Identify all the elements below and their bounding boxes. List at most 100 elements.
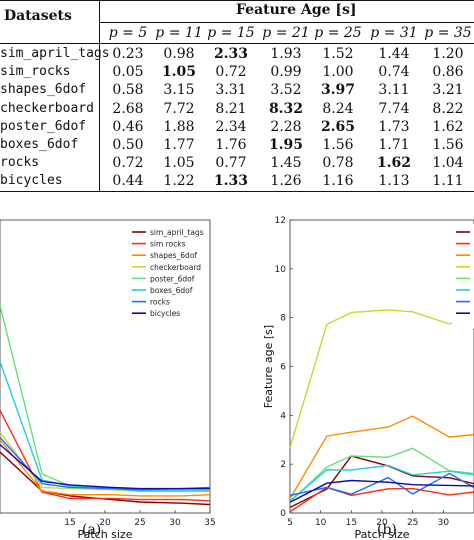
dataset-name: poster_6dof bbox=[0, 118, 87, 134]
y-tick-label: 4 bbox=[280, 411, 286, 421]
table-cell: 1.62 bbox=[432, 118, 464, 135]
table-cell: 0.72 bbox=[215, 64, 247, 81]
dataset-name: checkerboard bbox=[0, 100, 94, 116]
table-cell: 1.05 bbox=[161, 64, 197, 81]
table-cell: 8.21 bbox=[215, 100, 247, 117]
table-cell: 0.23 bbox=[112, 46, 144, 62]
dataset-name: boxes_6dof bbox=[0, 137, 79, 152]
series-line bbox=[290, 464, 474, 502]
legend-label: sim_april_tags bbox=[150, 228, 204, 237]
table-cell: 3.21 bbox=[432, 82, 464, 99]
series-line bbox=[290, 486, 474, 513]
table-cell: 2.33 bbox=[213, 46, 249, 62]
p-header: p = 25 bbox=[314, 25, 362, 41]
legend-box bbox=[452, 224, 474, 329]
dataset-name: sim_april_tags bbox=[0, 46, 110, 61]
legend-label: bicycles bbox=[150, 309, 180, 318]
x-tick-label: 20 bbox=[376, 518, 388, 528]
table-top-rule bbox=[0, 0, 474, 1]
x-tick-label: 25 bbox=[407, 518, 418, 528]
legend-box bbox=[128, 224, 206, 329]
legend-label: shapes_6dof bbox=[150, 251, 197, 260]
table-cell: 0.58 bbox=[112, 82, 144, 99]
table-cell: 1.20 bbox=[432, 46, 464, 62]
x-axis-label: Patch size bbox=[354, 528, 409, 540]
y-tick-label: 2 bbox=[280, 460, 286, 470]
table-cell: 1.62 bbox=[376, 155, 412, 172]
dataset-name: bicycles bbox=[0, 173, 63, 189]
table-cell: 3.15 bbox=[163, 82, 195, 99]
x-tick-label: 5 bbox=[287, 518, 293, 528]
legend-label: boxes_6dof bbox=[150, 286, 193, 295]
table-cell: 0.98 bbox=[163, 46, 195, 62]
series-line bbox=[290, 479, 474, 503]
y-tick-label: 8 bbox=[280, 314, 286, 324]
table-cell: 1.13 bbox=[378, 173, 410, 190]
x-tick-label: 10 bbox=[315, 518, 327, 528]
table-cell: 3.97 bbox=[320, 82, 356, 99]
table-cell: 0.72 bbox=[112, 155, 144, 172]
header-datasets: Datasets bbox=[4, 8, 72, 24]
series-line bbox=[0, 410, 210, 502]
series-line bbox=[0, 444, 210, 490]
table-cell: 2.28 bbox=[270, 118, 302, 135]
table-cell: 1.56 bbox=[322, 137, 354, 153]
table-cell: 8.24 bbox=[322, 100, 354, 117]
table-cell: 2.65 bbox=[320, 118, 356, 135]
table-cell: 1.04 bbox=[432, 155, 464, 172]
header-feature-age: Feature Age [s] bbox=[236, 2, 357, 18]
p-header: p = 11 bbox=[155, 25, 203, 41]
table-cell: 0.44 bbox=[112, 173, 144, 190]
legend-label: poster_6dof bbox=[150, 274, 195, 283]
series-line bbox=[290, 472, 474, 497]
table-cell: 7.72 bbox=[163, 100, 195, 117]
p-header: p = 15 bbox=[207, 25, 255, 41]
y-tick-label: 10 bbox=[275, 265, 287, 275]
series-line bbox=[290, 309, 474, 448]
table-cell: 1.44 bbox=[378, 46, 410, 62]
table-cell: 8.22 bbox=[432, 100, 464, 117]
table-cell: 7.74 bbox=[378, 100, 410, 117]
table-cell: 3.52 bbox=[270, 82, 302, 99]
table-cell: 1.95 bbox=[268, 137, 304, 153]
x-tick-label: 15 bbox=[64, 518, 75, 528]
p-header: p = 21 bbox=[262, 25, 310, 41]
header-mid-rule bbox=[99, 22, 474, 23]
table-vertical-rule bbox=[99, 0, 100, 192]
legend-label: checkerboard bbox=[150, 263, 201, 272]
table-cell: 1.05 bbox=[163, 155, 195, 172]
table-cell: 1.56 bbox=[432, 137, 464, 153]
series-line bbox=[0, 431, 210, 492]
y-tick-label: 12 bbox=[275, 216, 286, 226]
x-tick-label: 25 bbox=[134, 518, 145, 528]
x-tick-label: 30 bbox=[438, 518, 450, 528]
table-cell: 1.22 bbox=[163, 173, 195, 190]
chart-b: 5 10 15 20 25 30 0 2 4 6 8 10 12 Patch size Feature ag… bbox=[262, 216, 474, 540]
x-tick-label: 30 bbox=[169, 518, 181, 528]
table-cell: 0.86 bbox=[432, 64, 464, 81]
table-cell: 0.78 bbox=[322, 155, 354, 172]
table-cell: 1.52 bbox=[322, 46, 354, 62]
series-line bbox=[290, 415, 474, 500]
y-tick-label: 0 bbox=[280, 509, 286, 519]
p-header: p = 35 bbox=[424, 25, 472, 41]
table-cell: 0.50 bbox=[112, 137, 144, 153]
table-cell: 0.74 bbox=[378, 64, 410, 81]
header-bottom-rule bbox=[0, 43, 474, 44]
table-bottom-rule bbox=[0, 191, 474, 192]
x-tick-label: 20 bbox=[99, 518, 111, 528]
legend-label: sim rocks bbox=[150, 240, 186, 249]
table-cell: 1.73 bbox=[378, 118, 410, 135]
table-cell: 2.68 bbox=[112, 100, 144, 117]
table-cell: 1.88 bbox=[163, 118, 195, 135]
x-axis-label: Patch size bbox=[77, 528, 132, 540]
x-tick-label: 15 bbox=[346, 518, 357, 528]
table-cell: 0.99 bbox=[270, 64, 302, 81]
table-cell: 1.00 bbox=[322, 64, 354, 81]
table-cell: 0.77 bbox=[215, 155, 247, 172]
table-cell: 2.34 bbox=[215, 118, 247, 135]
table-cell: 1.93 bbox=[270, 46, 302, 62]
